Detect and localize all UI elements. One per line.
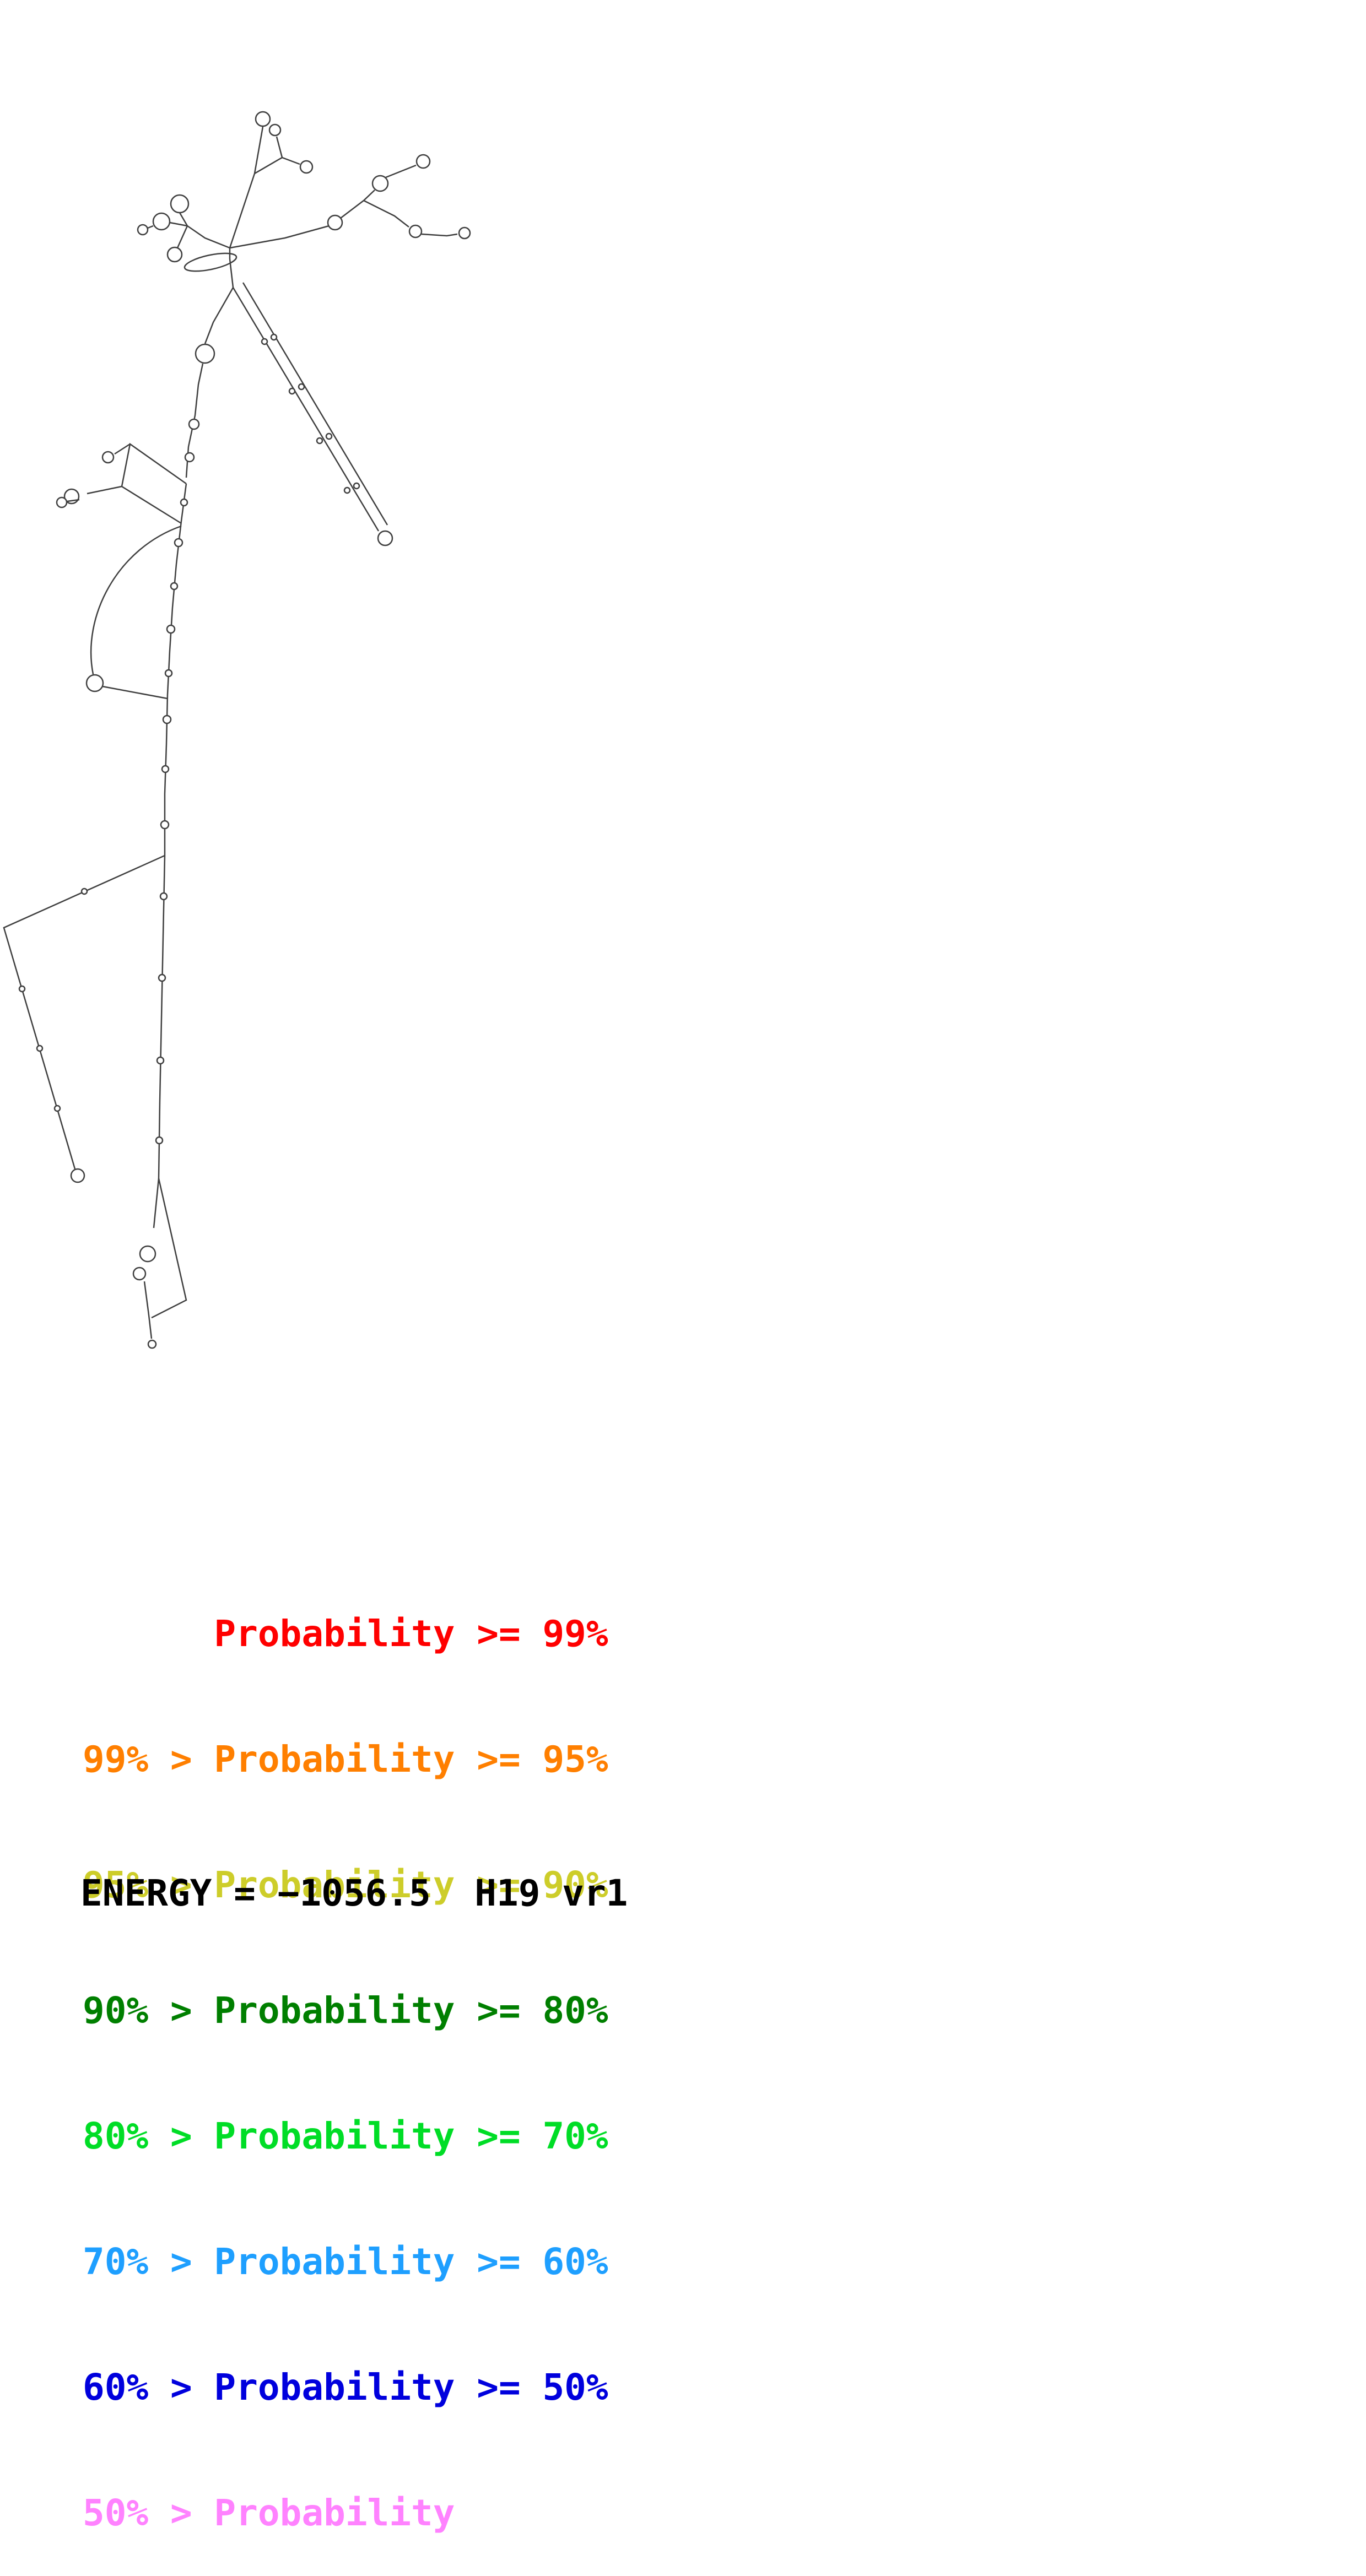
- legend-item-95-99: 99% > Probability >= 95%: [83, 1738, 608, 1781]
- legend-item-70-80: 80% > Probability >= 70%: [83, 2115, 608, 2157]
- structure-backbone-upper: [184, 248, 234, 478]
- structure-left-hairpins: [56, 442, 187, 524]
- structure-backbone-lower: [132, 855, 187, 1349]
- energy-label: ENERGY = −1056.5 H19 vr1: [80, 1872, 628, 1914]
- legend-item-80-90: 90% > Probability >= 80%: [83, 1989, 608, 2032]
- structure-backbone-mid: [160, 483, 188, 856]
- probability-legend: Probability >= 99% 99% > Probability >= …: [83, 1529, 608, 2576]
- legend-item-50-60: 60% > Probability >= 50%: [83, 2366, 608, 2409]
- rna-structure-diagram: [3, 111, 471, 1349]
- legend-item-99: Probability >= 99%: [83, 1612, 608, 1655]
- legend-item-below-50: 50% > Probability: [83, 2492, 455, 2534]
- legend-item-60-70: 70% > Probability >= 60%: [83, 2241, 608, 2283]
- structure-long-helix: [232, 282, 393, 546]
- structure-bottom-triangle: [3, 854, 165, 1183]
- legend-item-90-95: 95% > Probability >= 90%: [83, 1864, 608, 1906]
- structure-large-loop-arc: [85, 525, 182, 700]
- structure-top-branches: [137, 111, 471, 272]
